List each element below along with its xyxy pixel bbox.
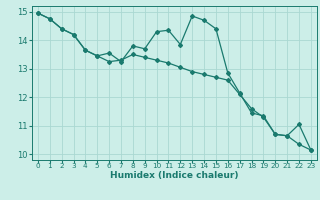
X-axis label: Humidex (Indice chaleur): Humidex (Indice chaleur): [110, 171, 239, 180]
